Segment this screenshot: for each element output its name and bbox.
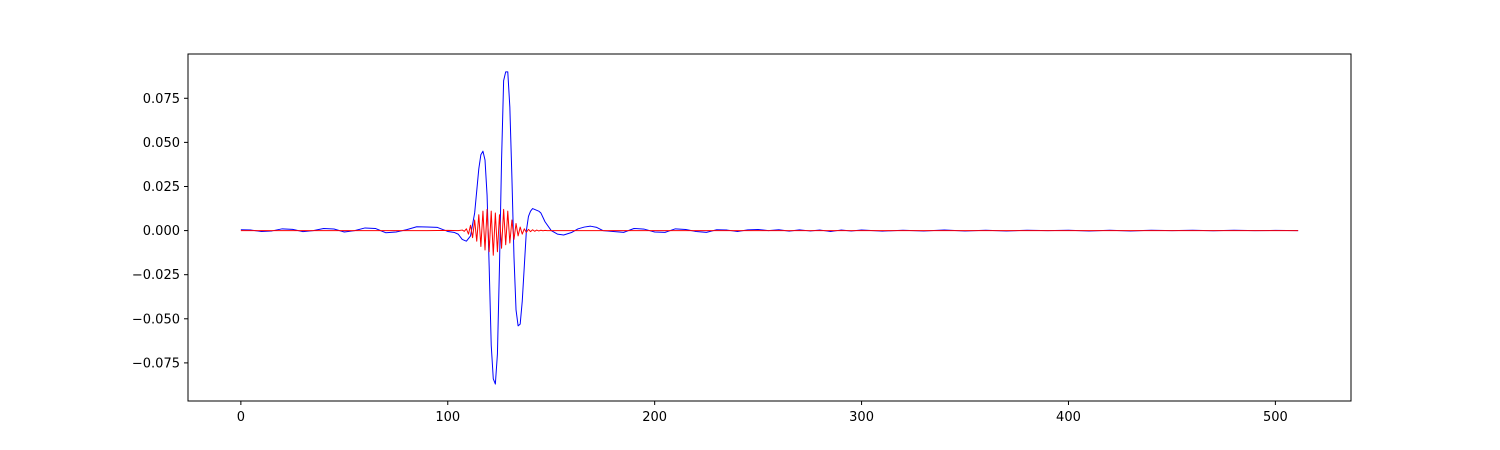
x-tick-label: 0 bbox=[237, 410, 245, 425]
y-tick-label: −0.025 bbox=[132, 268, 180, 283]
y-tick-label: 0.050 bbox=[143, 136, 180, 151]
x-tick-label: 500 bbox=[1263, 410, 1288, 425]
x-tick-label: 300 bbox=[849, 410, 874, 425]
y-tick-label: −0.050 bbox=[132, 312, 180, 327]
x-tick-label: 100 bbox=[435, 410, 460, 425]
x-tick-label: 400 bbox=[1056, 410, 1081, 425]
plot-frame bbox=[187, 53, 1352, 402]
x-tick-label: 200 bbox=[642, 410, 667, 425]
y-axis: −0.075 −0.050 −0.025 0.000 0.025 0.050 0.075 bbox=[132, 92, 188, 371]
x-axis: 0 100 200 300 400 500 bbox=[237, 401, 1288, 425]
series-layer bbox=[240, 71, 1299, 385]
y-tick-label: −0.075 bbox=[132, 356, 180, 371]
y-tick-label: 0.000 bbox=[143, 224, 180, 239]
y-tick-label: 0.075 bbox=[143, 92, 180, 107]
series-line-1 bbox=[240, 71, 1299, 385]
y-tick-label: 0.025 bbox=[143, 180, 180, 195]
series-line-2 bbox=[240, 208, 1299, 256]
